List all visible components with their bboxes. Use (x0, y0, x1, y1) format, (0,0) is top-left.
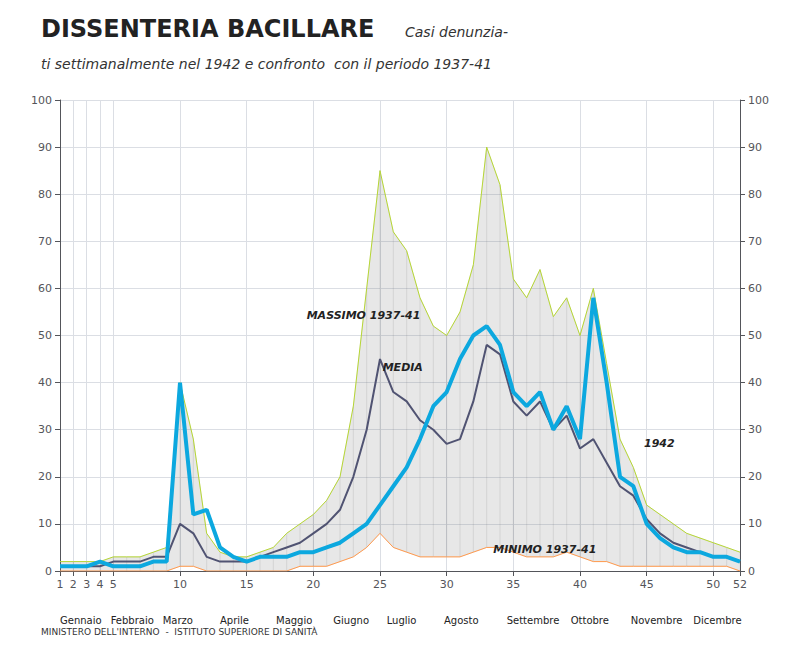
svg-text:1: 1 (57, 578, 64, 591)
svg-text:45: 45 (640, 578, 654, 591)
svg-text:30: 30 (748, 423, 762, 436)
svg-text:4: 4 (97, 578, 104, 591)
svg-text:40: 40 (748, 376, 762, 389)
svg-text:Luglio: Luglio (387, 615, 417, 626)
svg-text:10: 10 (173, 578, 187, 591)
svg-text:0: 0 (45, 565, 52, 578)
svg-text:30: 30 (38, 423, 52, 436)
svg-text:Giugno: Giugno (333, 615, 369, 626)
svg-text:90: 90 (38, 141, 52, 154)
svg-text:MINISTERO DELL'INTERNO - IST: MINISTERO DELL'INTERNO - ISTITUTO SUPERI… (41, 626, 318, 637)
svg-text:Gennaio: Gennaio (60, 615, 102, 626)
svg-text:DISSENTERIA BACILLARE: DISSENTERIA BACILLARE (41, 15, 374, 43)
svg-text:Dicembre: Dicembre (693, 615, 741, 626)
svg-text:Marzo: Marzo (163, 615, 193, 626)
svg-text:60: 60 (38, 282, 52, 295)
svg-text:15: 15 (240, 578, 254, 591)
svg-text:70: 70 (38, 235, 52, 248)
svg-text:50: 50 (706, 578, 720, 591)
svg-text:Febbraio: Febbraio (111, 615, 154, 626)
svg-text:70: 70 (748, 235, 762, 248)
svg-text:20: 20 (38, 470, 52, 483)
svg-text:Maggio: Maggio (276, 615, 312, 626)
svg-text:0: 0 (748, 565, 755, 578)
svg-text:3: 3 (83, 578, 90, 591)
svg-text:40: 40 (38, 376, 52, 389)
svg-text:100: 100 (31, 94, 52, 107)
svg-text:MINIMO 1937-41: MINIMO 1937-41 (493, 543, 596, 556)
svg-text:Settembre: Settembre (507, 615, 560, 626)
svg-text:25: 25 (373, 578, 387, 591)
svg-text:60: 60 (748, 282, 762, 295)
svg-text:ti settimanalmente nel 1942 e: ti settimanalmente nel 1942 e confronto … (41, 56, 492, 72)
svg-text:80: 80 (748, 188, 762, 201)
svg-text:100: 100 (748, 94, 769, 107)
svg-text:40: 40 (573, 578, 587, 591)
svg-text:Aprile: Aprile (220, 615, 249, 626)
svg-text:Agosto: Agosto (444, 615, 479, 626)
svg-text:80: 80 (38, 188, 52, 201)
svg-text:Casi denunzia-: Casi denunzia- (405, 24, 508, 40)
svg-text:50: 50 (748, 329, 762, 342)
svg-text:2: 2 (70, 578, 77, 591)
svg-text:10: 10 (38, 517, 52, 530)
svg-text:20: 20 (748, 470, 762, 483)
svg-text:MASSIMO 1937-41: MASSIMO 1937-41 (307, 309, 421, 322)
svg-text:52: 52 (733, 578, 747, 591)
svg-text:10: 10 (748, 517, 762, 530)
svg-text:5: 5 (110, 578, 117, 591)
svg-text:Novembre: Novembre (631, 615, 683, 626)
svg-text:30: 30 (440, 578, 454, 591)
svg-text:20: 20 (306, 578, 320, 591)
svg-text:1942: 1942 (644, 437, 675, 450)
svg-text:35: 35 (506, 578, 520, 591)
svg-text:50: 50 (38, 329, 52, 342)
svg-text:MEDIA: MEDIA (383, 361, 423, 374)
svg-text:Ottobre: Ottobre (571, 615, 609, 626)
svg-text:90: 90 (748, 141, 762, 154)
